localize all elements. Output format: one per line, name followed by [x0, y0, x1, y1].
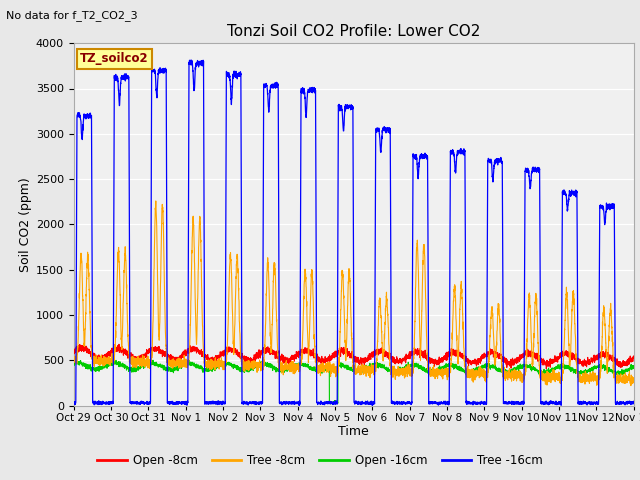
Text: No data for f_T2_CO2_3: No data for f_T2_CO2_3 [6, 11, 138, 22]
Legend: Open -8cm, Tree -8cm, Open -16cm, Tree -16cm: Open -8cm, Tree -8cm, Open -16cm, Tree -… [93, 449, 547, 472]
Text: TZ_soilco2: TZ_soilco2 [81, 52, 149, 65]
Y-axis label: Soil CO2 (ppm): Soil CO2 (ppm) [19, 177, 31, 272]
X-axis label: Time: Time [338, 425, 369, 438]
Title: Tonzi Soil CO2 Profile: Lower CO2: Tonzi Soil CO2 Profile: Lower CO2 [227, 24, 480, 39]
